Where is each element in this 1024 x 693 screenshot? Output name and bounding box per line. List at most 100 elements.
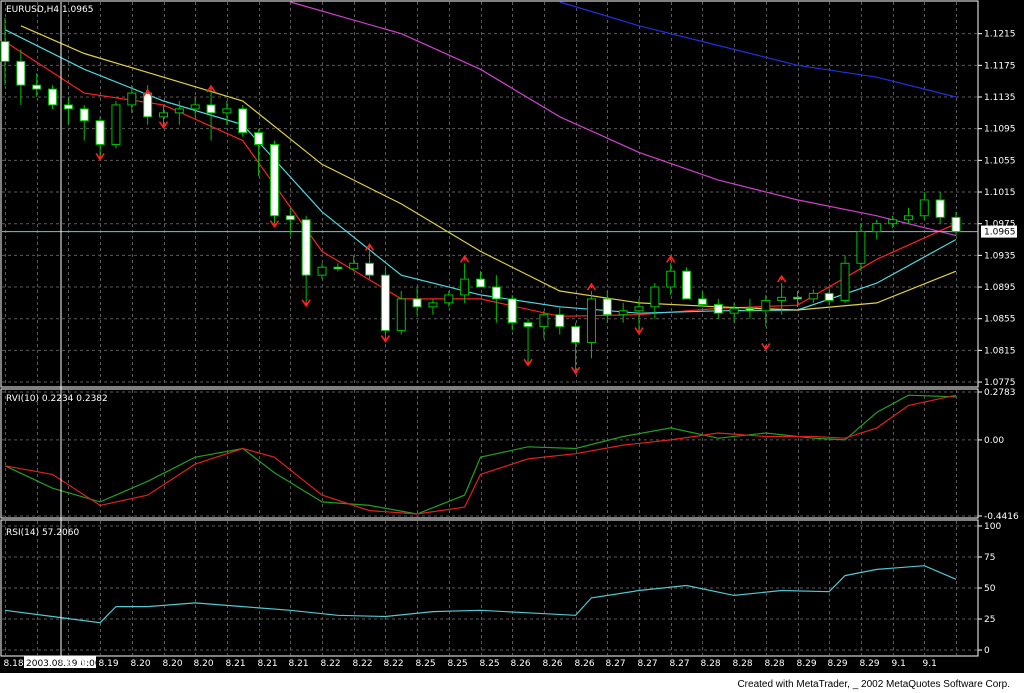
arrow-down-icon — [269, 220, 280, 229]
candle-bear — [412, 298, 422, 308]
arrow-down-icon — [380, 335, 391, 343]
signal-arrows — [95, 84, 787, 375]
rvi-title: RVI(10) 0.2234 0.2382 — [6, 394, 108, 404]
rvi-axis: 0.2783 0.00 -0.4416 — [978, 388, 1019, 522]
candle-bear — [79, 108, 89, 122]
candle-bear — [269, 144, 279, 217]
candle-bull — [666, 270, 676, 288]
rvi-tick-label: 0.00 — [984, 436, 1004, 446]
rvi-panel-frame — [0, 388, 979, 519]
candle-bull — [650, 286, 660, 308]
candle-bear — [491, 286, 501, 300]
candle-bull — [539, 314, 549, 328]
candle-bull — [317, 266, 327, 276]
crosshair-time-box — [24, 656, 96, 668]
time-tick-label: 9.1 — [923, 659, 937, 669]
crosshair-time-label: 2003.08.19 0:00 — [26, 659, 101, 669]
time-tick-label: 8.20 — [194, 659, 214, 669]
price-tick-label: 1.1095 — [984, 125, 1016, 135]
arrow-down-icon — [634, 327, 644, 336]
candle-bear — [238, 108, 248, 134]
rvi-tick-label: -0.4416 — [984, 512, 1019, 522]
rsi-title: RSI(14) 57.2060 — [6, 528, 79, 538]
rsi-tick-label: 75 — [984, 553, 995, 563]
price-tick-label: 1.0815 — [984, 346, 1016, 356]
candle-bull — [159, 112, 168, 118]
time-tick-label: 8.20 — [131, 659, 151, 669]
candle-bull — [127, 92, 137, 106]
candle-bear — [935, 199, 945, 218]
candle-bear — [95, 120, 105, 146]
candle-bull — [872, 223, 882, 233]
moving-average-yellow — [20, 25, 957, 311]
candle-bear — [713, 303, 723, 314]
time-tick-label: 8.21 — [289, 659, 309, 669]
price-tick-label: 1.1015 — [984, 188, 1016, 198]
time-tick-label: 8.25 — [416, 659, 436, 669]
rsi-tick-label: 0 — [984, 646, 990, 656]
rsi-tick-label: 25 — [984, 615, 995, 625]
candle-bull — [856, 231, 866, 264]
candle-bear — [16, 60, 26, 86]
candle-bull — [174, 108, 184, 114]
candle-bear — [602, 298, 612, 316]
time-tick-label: 8.29 — [828, 659, 848, 669]
time-tick-label: 8.25 — [448, 659, 468, 669]
grid-lines — [2, 2, 978, 655]
rvi-main-line — [4, 394, 957, 515]
time-tick-label: 8.19 — [99, 659, 119, 669]
price-tick-label: 1.0895 — [984, 283, 1016, 293]
candle-bear — [555, 314, 565, 328]
candle-bear — [824, 292, 834, 301]
arrow-down-icon — [301, 299, 311, 308]
candle-bear — [507, 298, 517, 324]
time-tick-label: 8.20 — [163, 659, 183, 669]
arrow-down-icon — [570, 366, 581, 375]
time-tick-label: 8.22 — [321, 659, 341, 669]
rsi-tick-label: 100 — [984, 522, 1001, 532]
moving-average-blue — [559, 1, 957, 98]
price-tick-label: 1.1055 — [984, 156, 1016, 166]
time-axis: 8.18 2003.08.19 0:008.19 8.19 8.20 8.20 8.20 8… — [4, 656, 937, 669]
time-tick-label: 9.1 — [892, 659, 906, 669]
candle-bull — [903, 215, 913, 221]
candle-bear — [32, 84, 42, 90]
time-tick-label: 8.25 — [480, 659, 500, 669]
rvi-lines — [4, 394, 957, 515]
candle-bull — [111, 104, 121, 146]
candle-bear — [380, 274, 390, 332]
arrow-up-icon — [459, 254, 470, 263]
time-tick-label: 8.19 — [67, 659, 87, 669]
candle-bear — [333, 266, 343, 270]
candle-bull — [888, 219, 898, 225]
arrow-down-icon — [95, 152, 105, 161]
current-price-label: 1.0965 — [981, 225, 1017, 238]
price-tick-label: 1.1175 — [984, 61, 1016, 71]
svg-text:1.0965: 1.0965 — [984, 228, 1016, 238]
candle-bull — [840, 262, 850, 301]
candle-bear — [365, 262, 375, 276]
time-tick-label: 8.22 — [384, 659, 404, 669]
candle-bear — [697, 298, 707, 305]
arrow-down-icon — [158, 121, 169, 130]
time-tick-label: 8.28 — [733, 659, 753, 669]
price-tick-label: 1.0855 — [984, 315, 1016, 325]
time-tick-label: 8.21 — [226, 659, 246, 669]
candle-bull — [618, 310, 628, 316]
rvi-signal-line — [4, 394, 957, 515]
candle-bull — [729, 307, 739, 314]
arrow-up-icon — [142, 88, 153, 97]
candle-bull — [222, 108, 232, 114]
footer: Created with MetaTrader, _ 2002 MetaQuot… — [0, 673, 1024, 693]
candle-bull — [428, 302, 438, 308]
candle-bull — [444, 294, 454, 304]
time-tick-label: 8.18 — [4, 659, 24, 669]
candle-bear — [745, 307, 755, 312]
moving-average-magenta — [290, 1, 957, 237]
candle-bear — [951, 216, 961, 233]
price-tick-label: 1.0975 — [984, 220, 1016, 230]
candle-bull — [777, 296, 787, 301]
candle-bear — [254, 132, 264, 146]
candle-bull — [190, 104, 200, 110]
